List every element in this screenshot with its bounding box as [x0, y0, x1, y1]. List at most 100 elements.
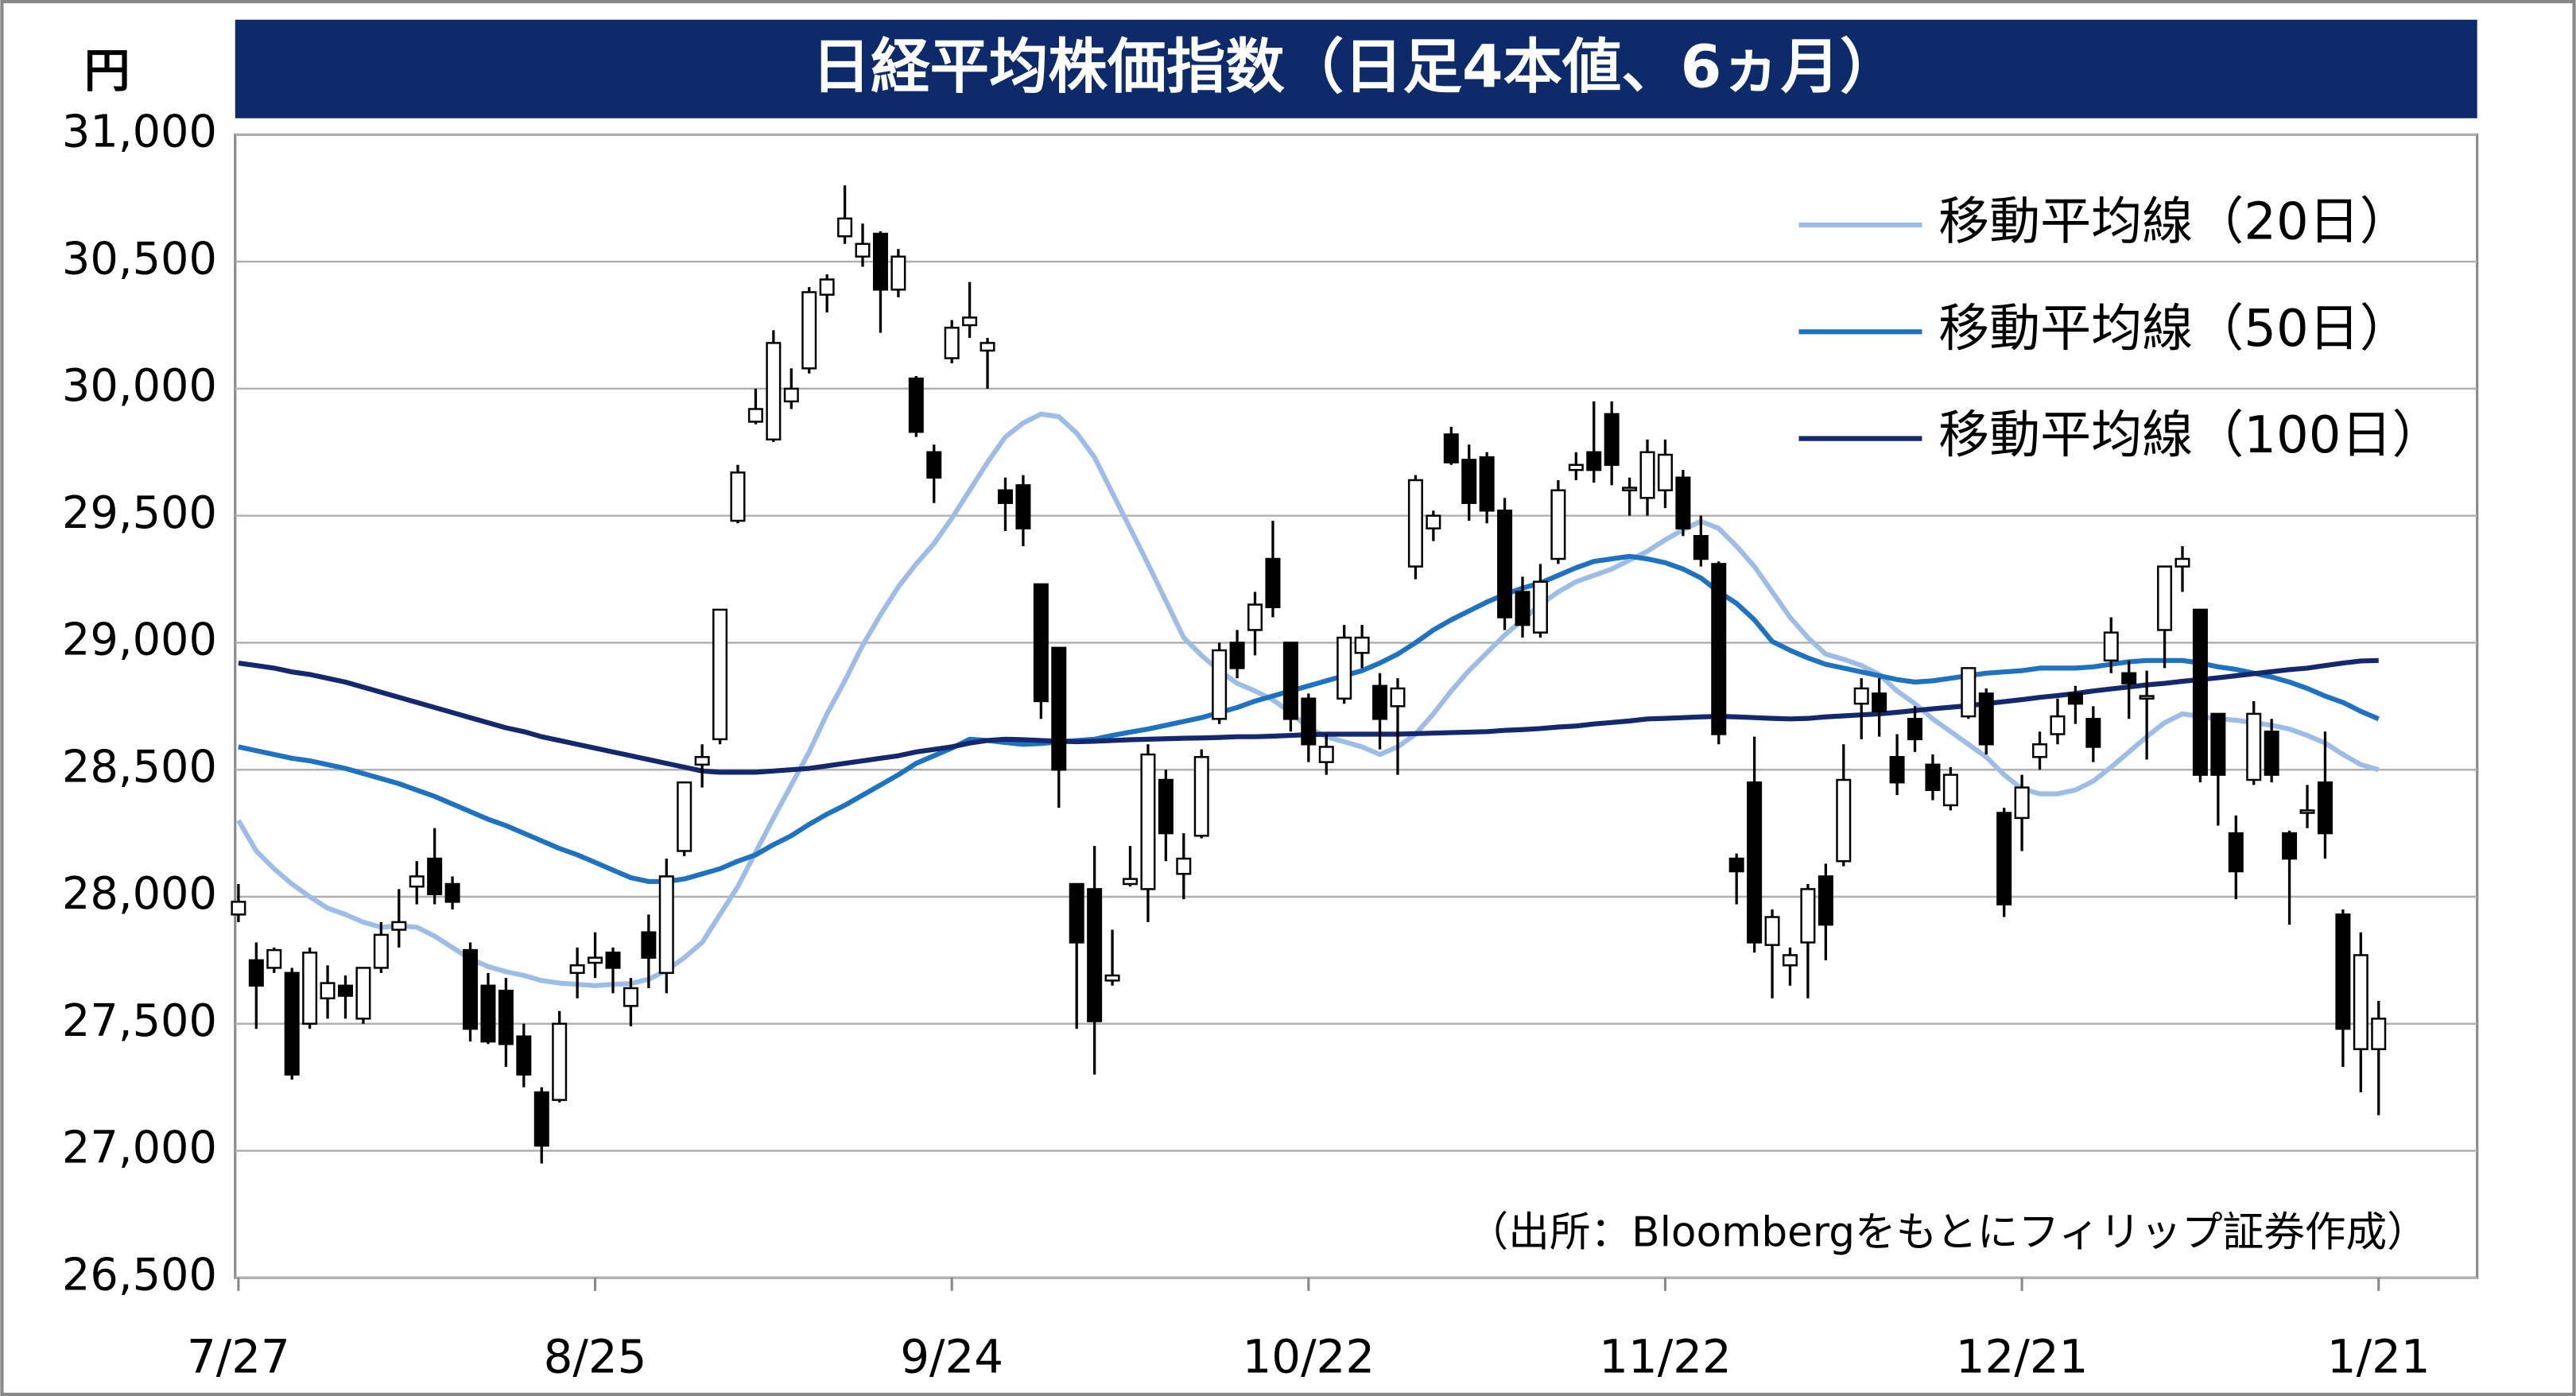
- candle-body: [1996, 812, 2012, 905]
- candle-body: [1479, 456, 1495, 512]
- candle-body: [766, 342, 782, 441]
- candle-body: [1176, 857, 1192, 875]
- candle-body: [1390, 687, 1406, 708]
- legend-label: 移動平均線（50日）: [1938, 300, 2411, 359]
- candle-body: [1622, 487, 1638, 491]
- candle-body: [1372, 684, 1388, 720]
- candle-body: [1087, 888, 1103, 1022]
- y-tick-label: 30,500: [62, 233, 217, 285]
- candle-body: [552, 1022, 568, 1101]
- candle-body: [337, 984, 353, 997]
- candle-body: [355, 967, 371, 1020]
- candle-body: [1015, 484, 1031, 529]
- candle-body: [302, 952, 318, 1025]
- candle-body: [248, 959, 264, 987]
- candle-body: [2174, 557, 2190, 568]
- candle-body: [1282, 642, 1298, 720]
- candle-body: [1354, 636, 1370, 654]
- candle-body: [1461, 459, 1477, 504]
- candle-body: [2014, 786, 2030, 820]
- chart-title: 日経平均株価指数（日足4本値、6ヵ月）: [812, 32, 1899, 101]
- candle-body: [2139, 695, 2155, 700]
- candle-body: [837, 217, 853, 238]
- candle-body: [588, 956, 603, 964]
- candle-body: [1443, 433, 1459, 463]
- candle-body: [1657, 453, 1673, 491]
- candle-body: [284, 971, 300, 1076]
- candle-body: [1229, 642, 1245, 669]
- candle-body: [1497, 510, 1513, 619]
- candle-body: [962, 316, 978, 327]
- candle-body: [2299, 809, 2315, 814]
- candle-body: [2353, 954, 2368, 1050]
- candle-body: [623, 987, 638, 1007]
- candle-body: [1604, 413, 1620, 467]
- candle-body: [231, 901, 246, 916]
- candle-body: [783, 387, 799, 403]
- candle-body: [498, 989, 514, 1045]
- candle-body: [463, 948, 479, 1030]
- candle-body: [533, 1091, 549, 1147]
- candle-body: [658, 875, 674, 975]
- candle-body: [1407, 479, 1423, 568]
- candle-body: [694, 755, 710, 766]
- candle-body: [1247, 603, 1263, 631]
- candle-body: [1872, 692, 1887, 712]
- candle-body: [2317, 781, 2333, 835]
- candle-body: [1104, 974, 1120, 982]
- candle-body: [2192, 608, 2208, 776]
- candle-body: [855, 242, 871, 258]
- candle-body: [480, 984, 496, 1043]
- candle-body: [801, 291, 817, 370]
- candle-body: [2067, 692, 2083, 705]
- candle-body: [1568, 463, 1584, 471]
- candle-body: [926, 451, 942, 479]
- candle-body: [1193, 755, 1209, 837]
- y-unit: 円: [84, 44, 130, 98]
- candle-body: [1140, 753, 1156, 890]
- candle-body: [1265, 557, 1281, 608]
- candle-body: [320, 982, 336, 1000]
- candle-body: [944, 327, 960, 359]
- y-tick-label: 29,000: [62, 615, 217, 666]
- x-tick-label: 8/25: [544, 1330, 647, 1384]
- y-tick-label: 30,000: [62, 360, 217, 412]
- y-tick-label: 28,000: [62, 868, 217, 920]
- candle-body: [2085, 718, 2101, 748]
- candle-body: [1639, 451, 1655, 499]
- candle-body: [1961, 667, 1977, 718]
- candle-body: [1212, 649, 1228, 720]
- legend-label: 移動平均線（20日）: [1938, 193, 2411, 252]
- candle-body: [2282, 832, 2298, 860]
- candle-body: [1515, 591, 1530, 626]
- y-tick-label: 26,500: [62, 1249, 217, 1301]
- candle-body: [1747, 781, 1763, 944]
- y-tick-label: 27,000: [62, 1123, 217, 1174]
- candle-body: [2103, 631, 2119, 662]
- candle-body: [391, 921, 407, 931]
- candle-body: [1853, 687, 1869, 705]
- candle-body: [2210, 712, 2226, 776]
- candle-body: [1069, 882, 1084, 944]
- y-tick-label: 28,500: [62, 741, 217, 793]
- x-tick-label: 12/21: [1956, 1330, 2089, 1384]
- candle-body: [1978, 692, 1994, 746]
- candle-body: [569, 964, 585, 975]
- candle-body: [2157, 565, 2173, 631]
- candle-body: [1836, 778, 1852, 863]
- candle-body: [605, 952, 621, 969]
- candle-body: [1336, 636, 1352, 700]
- candle-body: [1051, 646, 1067, 771]
- candle-body: [1782, 954, 1798, 967]
- candle-body: [2246, 712, 2262, 781]
- candle-body: [1675, 476, 1691, 529]
- candle-body: [980, 342, 995, 352]
- legend-label: 移動平均線（100日）: [1938, 406, 2442, 465]
- candle-body: [872, 232, 888, 291]
- candle-body: [1907, 718, 1923, 741]
- candle-body: [1550, 489, 1566, 560]
- x-tick-label: 11/22: [1599, 1330, 1732, 1384]
- candle-body: [427, 857, 443, 896]
- candle-body: [2121, 672, 2137, 684]
